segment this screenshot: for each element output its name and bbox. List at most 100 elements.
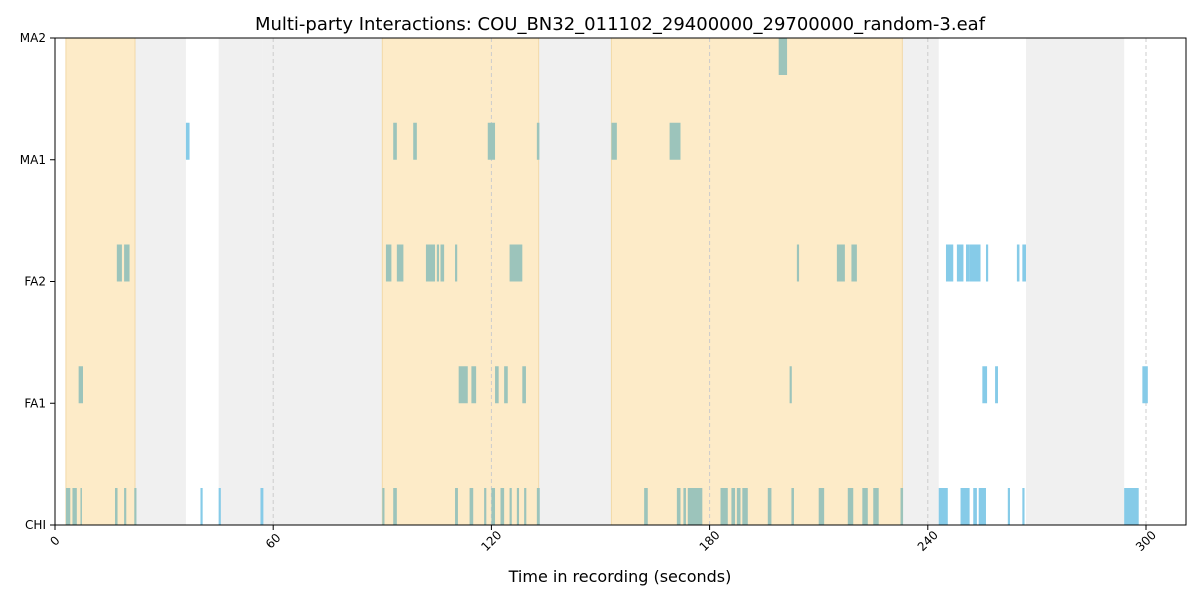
speech-segment-fa1 [471,366,477,404]
speech-segment-fa1 [458,366,468,404]
speech-segment-chi [516,488,520,525]
speech-segment-fa1 [1142,366,1148,404]
gap-region [538,38,612,525]
speech-segment-chi [978,488,986,525]
speech-segment-chi [687,488,703,525]
speech-segment-fa2 [956,244,964,282]
gap-region [218,38,263,525]
speech-segment-fa1 [982,366,988,404]
speech-segment-fa2 [116,244,122,282]
speech-segment-fa2 [1022,244,1026,282]
x-tick-label: 300 [1133,528,1159,554]
speech-segment-ma1 [669,122,681,160]
speech-segment-fa2 [440,244,445,282]
speech-segment-fa2 [1016,244,1020,282]
speech-segment-chi [644,488,648,525]
speech-segment-chi [200,488,203,525]
speech-segment-chi [1124,488,1139,525]
speech-segment-chi [938,488,948,525]
speech-segment-chi [469,488,474,525]
speech-segment-fa1 [522,366,526,404]
y-tick-label: FA2 [24,275,46,289]
speech-segment-chi [736,488,741,525]
speech-segments [65,38,1148,525]
speech-segment-chi [900,488,904,525]
speech-segment-fa2 [836,244,845,282]
speech-segment-chi [1022,488,1025,525]
gap-region [902,38,939,525]
gap-region [262,38,383,525]
y-tick-label: MA1 [20,153,46,167]
speech-segment-chi [260,488,264,525]
x-axis-ticks: 0 60 120 180 240 300 [47,525,1159,554]
speech-segment-chi [1007,488,1010,525]
gap-region [1025,38,1125,525]
speech-segment-fa1 [995,366,998,404]
speech-segment-chi [134,488,137,525]
x-tick-label: 180 [697,528,723,554]
y-axis-ticks: CHI FA1 FA2 MA1 MA2 [20,31,55,532]
speech-segment-chi [847,488,854,525]
speech-segment-chi [393,488,397,525]
speech-segment-chi [960,488,970,525]
speech-segment-fa2 [124,244,130,282]
speech-segment-fa2 [945,244,954,282]
speech-segment-chi [382,488,385,525]
speech-segment-chi [80,488,82,525]
gap-region [135,38,186,525]
speech-segment-chi [767,488,772,525]
speech-segment-chi [683,488,686,525]
speech-segment-fa1 [495,366,499,404]
speech-segment-chi [65,488,71,525]
speech-segment-chi [742,488,748,525]
speech-segment-ma1 [185,122,190,160]
speech-segment-fa2 [851,244,857,282]
y-tick-label: FA1 [24,396,46,410]
speech-segment-chi [536,488,540,525]
background-regions [65,37,1125,526]
speech-segment-ma1 [611,122,617,160]
speech-segment-chi [115,488,118,525]
speech-segment-chi [862,488,868,525]
speech-segment-fa2 [425,244,436,282]
x-tick-label: 120 [478,528,504,554]
speech-segment-chi [484,488,487,525]
speech-segment-chi [509,488,512,525]
speech-segment-chi [455,488,458,525]
speech-segment-fa2 [385,244,392,282]
speech-segment-ma1 [487,122,496,160]
interaction-window [65,37,136,526]
speech-segment-chi [491,488,496,525]
speech-segment-ma1 [413,122,417,160]
speech-segment-ma1 [393,122,397,160]
x-tick-label: 60 [263,531,284,552]
speech-segment-chi [676,488,681,525]
x-axis-label: Time in recording (seconds) [508,567,732,586]
speech-segment-chi [818,488,825,525]
speech-segment-fa2 [455,244,458,282]
speech-segment-chi [731,488,736,525]
y-tick-label: MA2 [20,31,46,45]
speech-segment-ma1 [536,122,540,160]
speech-segment-fa2 [796,244,800,282]
speech-segment-fa2 [985,244,989,282]
speech-segment-fa2 [396,244,404,282]
y-tick-label: CHI [25,518,46,532]
speech-segment-fa1 [789,366,792,404]
speech-segment-fa2 [969,244,981,282]
speech-segment-chi [873,488,879,525]
speech-segment-chi [218,488,221,525]
speech-segment-fa1 [504,366,508,404]
x-tick-label: 0 [47,533,62,548]
speech-segment-chi [791,488,794,525]
speech-segment-chi [720,488,728,525]
interaction-window [610,37,903,526]
speech-segment-chi [524,488,527,525]
speech-segment-chi [973,488,977,525]
chart-title: Multi-party Interactions: COU_BN32_01110… [255,14,986,35]
speech-segment-fa2 [436,244,440,282]
speech-segment-fa2 [965,244,970,282]
speech-segment-chi [72,488,77,525]
speech-segment-fa2 [509,244,523,282]
